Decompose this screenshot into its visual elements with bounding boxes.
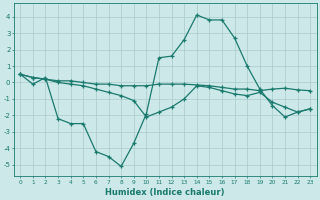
X-axis label: Humidex (Indice chaleur): Humidex (Indice chaleur) xyxy=(106,188,225,197)
